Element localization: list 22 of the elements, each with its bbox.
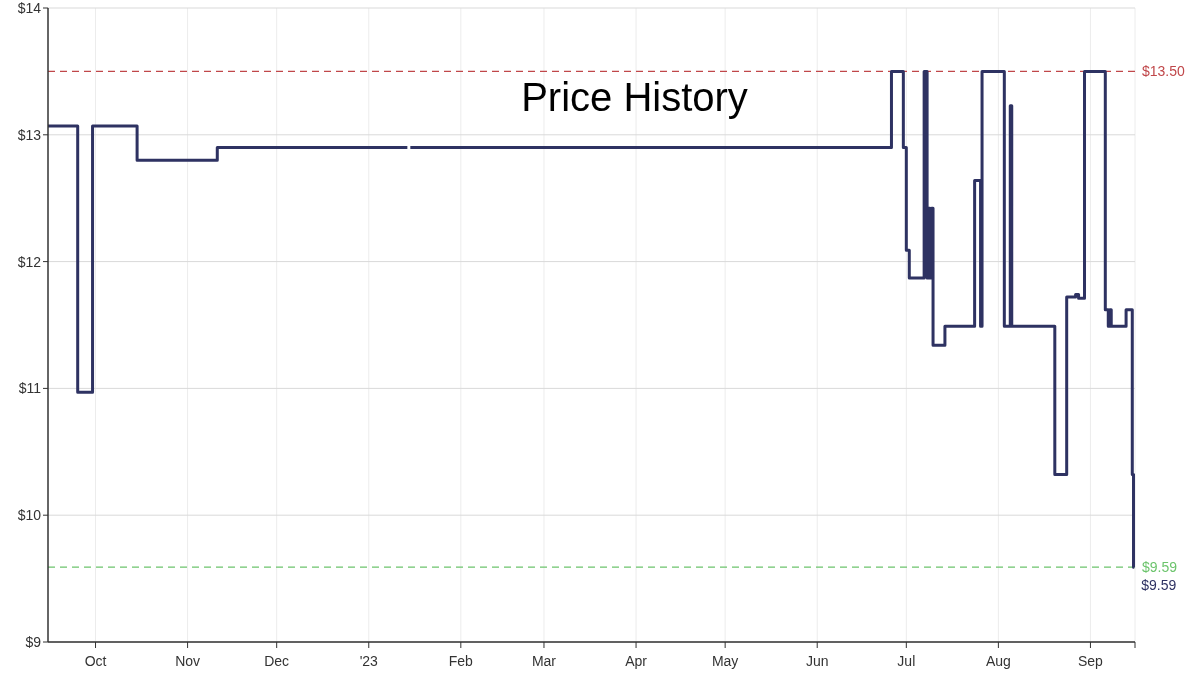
x-tick-label: Dec bbox=[264, 653, 290, 669]
y-tick-label: $14 bbox=[17, 0, 42, 16]
text: Price History bbox=[521, 75, 748, 119]
x-tick-label: Oct bbox=[84, 653, 107, 669]
y-tick-label: $10 bbox=[17, 507, 42, 524]
x-tick-label: Aug bbox=[985, 653, 1011, 669]
x-tick-label: Jul bbox=[897, 653, 916, 669]
y-tick-label: $12 bbox=[17, 253, 42, 270]
x-tick-label: Mar bbox=[531, 653, 557, 669]
x-tick-label: Feb bbox=[448, 653, 474, 669]
x-tick-label: May bbox=[711, 653, 739, 669]
ref-line-label: $13.50 bbox=[1142, 63, 1186, 80]
x-tick-label: Nov bbox=[175, 653, 201, 669]
x-tick-label: '23 bbox=[359, 653, 379, 669]
ref-line-label: $9.59 bbox=[1142, 559, 1178, 576]
annotation: $9.59 bbox=[1141, 577, 1177, 594]
x-tick-label: Sep bbox=[1077, 653, 1104, 669]
y-tick-label: $9 bbox=[25, 634, 42, 650]
y-tick-label: $11 bbox=[18, 380, 42, 397]
x-tick-label: Jun bbox=[805, 653, 829, 669]
x-tick-label: Apr bbox=[625, 653, 648, 669]
y-tick-label: $13 bbox=[17, 126, 42, 143]
